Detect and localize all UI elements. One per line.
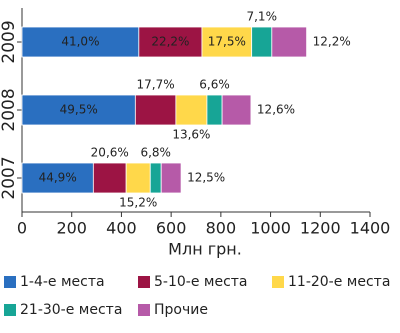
bar-segment [21,162,94,194]
share-label: 17,7% [137,78,175,92]
legend-swatch [4,304,16,316]
bar-segment [149,162,162,194]
legend-label: 21-30-е места [20,302,122,318]
share-label: 13,6% [172,128,210,142]
x-axis-label: Млн грн. [168,240,242,259]
share-label: 6,8% [140,146,171,160]
x-tick-label: 1200 [300,219,341,238]
share-label: 49,5% [60,103,98,117]
y-tick-label: 2008 [0,88,19,131]
bar-segment [175,94,208,126]
share-label: 12,5% [187,171,225,185]
bar-segment [134,94,177,126]
bar-segment [21,94,136,126]
legend-label: 1-4-е места [20,274,105,290]
legend-swatch [138,276,150,288]
share-label: 22,2% [151,35,189,49]
x-tick-label: 200 [56,219,87,238]
share-label: 12,6% [257,103,295,117]
bar-segment [221,94,252,126]
share-label: 20,6% [91,146,129,160]
share-label: 41,0% [61,35,99,49]
share-label: 15,2% [119,196,157,210]
legend-label: 11-20-е места [288,274,390,290]
x-tick-label: 1400 [350,219,391,238]
share-label: 17,5% [208,35,246,49]
bar-segment [251,26,273,58]
share-label: 44,9% [39,171,77,185]
legend-swatch [4,276,16,288]
legend-label: Прочие [154,302,208,318]
y-tick-label: 2009 [0,20,19,63]
bar-segment [271,26,308,58]
bar-segment [160,162,182,194]
share-label: 7,1% [246,10,277,24]
bar-segment [21,26,140,58]
legend-label: 5-10-е места [154,274,248,290]
x-tick-label: 800 [206,219,237,238]
share-label: 6,6% [199,78,230,92]
x-tick-label: 1000 [250,219,291,238]
share-label: 12,2% [313,35,351,49]
bar-segment [92,162,127,194]
legend-swatch [272,276,284,288]
bar-segment [206,94,223,126]
x-tick-label: 400 [106,219,137,238]
x-tick-label: 0 [17,219,27,238]
bar-segment [138,26,203,58]
x-tick-label: 600 [156,219,187,238]
legend-swatch [138,304,150,316]
bar-segment [125,162,151,194]
y-tick-label: 2007 [0,156,19,199]
